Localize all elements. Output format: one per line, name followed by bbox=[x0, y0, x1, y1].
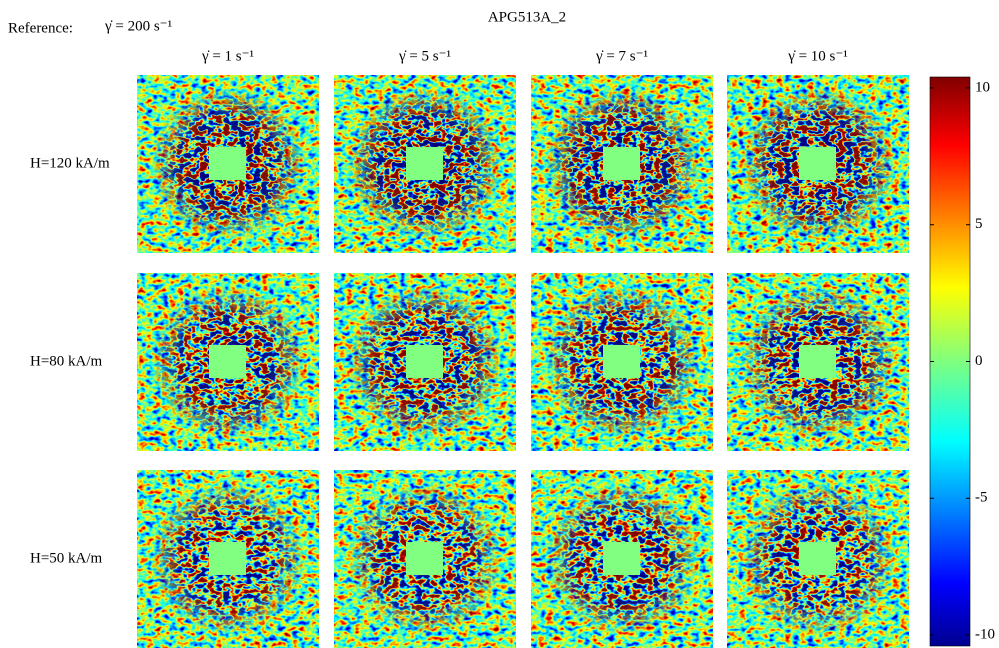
colorbar-tick-label: 0 bbox=[975, 353, 983, 369]
panel-center bbox=[799, 147, 836, 180]
row-label: H=50 kA/m bbox=[30, 550, 103, 566]
row-label: H=120 kA/m bbox=[30, 155, 110, 171]
panel-center bbox=[603, 345, 640, 378]
column-label: γ̇ = 1 s⁻¹ bbox=[201, 48, 254, 64]
panel-center bbox=[406, 147, 443, 180]
row-label: H=80 kA/m bbox=[30, 353, 103, 369]
column-label: γ̇ = 10 s⁻¹ bbox=[787, 48, 848, 64]
panel-center bbox=[603, 147, 640, 180]
panel-center bbox=[209, 345, 246, 378]
panel-center bbox=[209, 147, 246, 180]
panel-center bbox=[406, 542, 443, 575]
reference-rate: γ̇ = 200 s⁻¹ bbox=[104, 18, 172, 34]
chart-title: APG513A_2 bbox=[488, 9, 566, 25]
panel-center bbox=[799, 345, 836, 378]
column-label: γ̇ = 7 s⁻¹ bbox=[595, 48, 648, 64]
colorbar-tick-label: -5 bbox=[975, 490, 988, 506]
colorbar-tick-label: 10 bbox=[975, 79, 990, 95]
annotation: Reference: bbox=[8, 20, 73, 36]
colorbar-tick-label: -10 bbox=[975, 626, 995, 642]
panel-center bbox=[799, 542, 836, 575]
colorbar bbox=[929, 76, 971, 647]
panel-center bbox=[209, 542, 246, 575]
panel-center bbox=[406, 345, 443, 378]
colorbar-tick-label: 5 bbox=[975, 216, 983, 232]
panel-center bbox=[603, 542, 640, 575]
column-label: γ̇ = 5 s⁻¹ bbox=[398, 48, 451, 64]
